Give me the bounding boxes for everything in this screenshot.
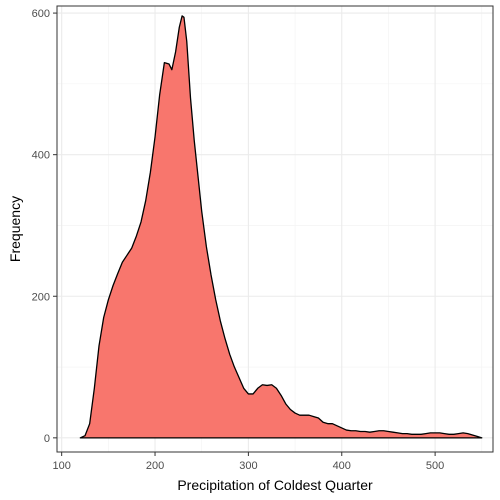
x-tick-label: 400	[333, 460, 351, 472]
y-tick-label: 200	[32, 291, 50, 303]
density-area	[79, 15, 483, 439]
x-axis-title: Precipitation of Coldest Quarter	[177, 477, 373, 493]
y-tick-label: 600	[32, 8, 50, 20]
x-tick-label: 200	[146, 460, 164, 472]
x-axis: 100 200 300 400 500	[52, 452, 444, 472]
panel-border	[56, 5, 494, 453]
x-tick-label: 300	[239, 460, 257, 472]
y-tick-label: 400	[32, 150, 50, 162]
y-tick-label: 0	[44, 433, 50, 445]
y-axis-title: Frequency	[7, 196, 23, 262]
x-tick-label: 500	[426, 460, 444, 472]
x-tick-label: 100	[52, 460, 70, 472]
series-layer	[79, 15, 483, 439]
y-axis: 0 200 400 600	[32, 8, 57, 445]
